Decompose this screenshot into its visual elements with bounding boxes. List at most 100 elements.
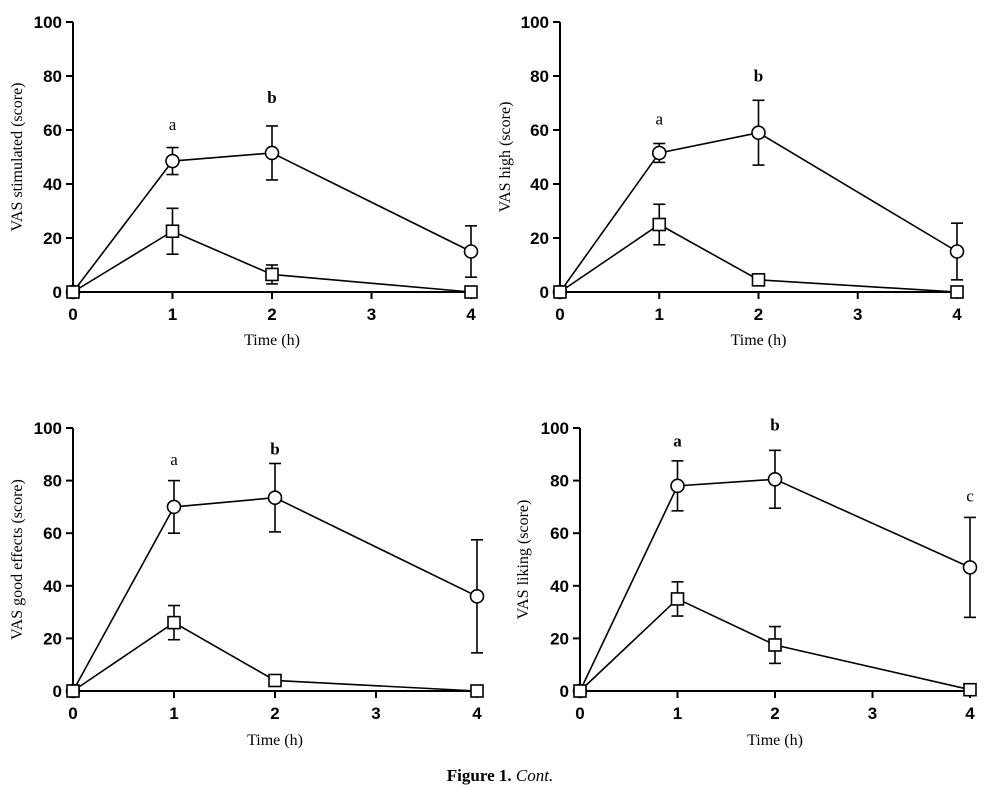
x-tick-label: 2	[770, 704, 779, 723]
y-tick-label: 60	[550, 524, 569, 543]
y-tick-label: 100	[521, 13, 549, 32]
y-axis-label: VAS stimulated (score)	[9, 82, 26, 231]
chart-panel-4: 0 20 40 60 80 100 0 1 2 3 4 Time (h) VAS liking (sco…	[515, 416, 978, 749]
y-tick-label: 20	[43, 629, 62, 648]
y-tick-label: 0	[540, 283, 549, 302]
significance-label: b	[770, 416, 779, 435]
data-point-square	[470, 684, 484, 698]
x-tick-label: 0	[575, 704, 584, 723]
caption-text: Cont.	[515, 766, 554, 785]
y-tick-label: 100	[34, 13, 62, 32]
data-point-circle	[962, 560, 978, 575]
x-tick-label: 0	[68, 305, 77, 324]
x-axis-label: Time (h)	[247, 732, 303, 749]
data-point-circle	[463, 244, 479, 259]
x-tick-label: 4	[466, 305, 476, 324]
data-point-circle	[165, 153, 180, 169]
y-tick-label: 80	[43, 67, 62, 86]
data-point-square	[265, 267, 279, 282]
series-line-square	[559, 223, 958, 293]
data-point-square	[950, 285, 964, 299]
significance-label: a	[169, 115, 177, 134]
y-tick-label: 20	[550, 629, 569, 648]
data-point-square	[670, 592, 685, 606]
y-tick-label: 80	[530, 67, 549, 86]
x-tick-label: 2	[270, 704, 279, 723]
y-tick-label: 60	[43, 524, 62, 543]
x-axis-label: Time (h)	[731, 332, 787, 349]
significance-label: b	[267, 88, 276, 107]
data-point-square	[165, 224, 180, 239]
significance-label: a	[170, 450, 178, 469]
x-axis-label: Time (h)	[244, 332, 300, 349]
data-point-circle	[264, 145, 280, 161]
x-tick-label: 3	[367, 305, 376, 324]
x-tick-label: 0	[555, 305, 564, 324]
data-point-circle	[267, 490, 283, 505]
data-point-square	[66, 684, 80, 698]
y-tick-label: 0	[53, 682, 62, 701]
chart-panel-1: 0 20 40 60 80 100 0 1 2 3 4 Time (h) VAS stimulated …	[9, 13, 479, 349]
y-tick-label: 100	[34, 419, 62, 438]
x-tick-label: 1	[673, 704, 682, 723]
y-tick-label: 40	[550, 577, 569, 596]
y-tick-label: 20	[530, 229, 549, 248]
chart-panel-2: 0 20 40 60 80 100 0 1 2 3 4 Time (h) VAS high (score…	[497, 13, 965, 349]
data-point-square	[268, 673, 282, 688]
significance-label: a	[673, 431, 682, 450]
y-tick-label: 80	[550, 472, 569, 491]
y-axis-label: VAS high (score)	[497, 102, 514, 213]
x-tick-label: 1	[655, 305, 664, 324]
y-tick-label: 80	[43, 472, 62, 491]
data-point-square	[751, 273, 766, 287]
y-tick-label: 40	[43, 577, 62, 596]
figure-caption: Figure 1. Cont.	[0, 766, 1000, 786]
significance-label: b	[270, 439, 279, 458]
x-tick-label: 4	[952, 305, 962, 324]
data-point-square	[573, 684, 587, 698]
x-tick-label: 0	[68, 704, 77, 723]
data-point-square	[464, 285, 478, 299]
data-point-circle	[751, 125, 766, 140]
x-tick-label: 2	[267, 305, 276, 324]
chart-panel-3: 0 20 40 60 80 100 0 1 2 3 4 Time (h) VAS good effect…	[9, 419, 485, 749]
data-point-square	[66, 285, 80, 299]
significance-label: b	[754, 66, 763, 85]
caption-label: Figure 1.	[446, 766, 512, 785]
y-axis-label: VAS good effects (score)	[9, 479, 26, 640]
y-axis-label: VAS liking (score)	[515, 500, 532, 620]
y-tick-label: 40	[530, 175, 549, 194]
x-tick-label: 1	[168, 305, 177, 324]
y-tick-label: 60	[530, 121, 549, 140]
data-point-square	[652, 217, 667, 232]
significance-label: c	[966, 487, 974, 506]
series-line-square	[579, 597, 971, 692]
series-line-circle	[579, 478, 971, 692]
data-point-circle	[651, 145, 667, 161]
data-point-circle	[166, 499, 182, 515]
x-tick-label: 4	[472, 704, 482, 723]
y-tick-label: 0	[560, 682, 569, 701]
series-line-square	[72, 230, 472, 293]
series-line-square	[72, 621, 478, 692]
data-point-circle	[767, 471, 783, 487]
data-point-circle	[949, 244, 965, 259]
y-tick-label: 60	[43, 121, 62, 140]
series-line-circle	[72, 496, 478, 692]
y-tick-label: 100	[541, 419, 569, 438]
data-point-circle	[670, 478, 685, 494]
y-tick-label: 40	[43, 175, 62, 194]
data-point-square	[768, 638, 782, 652]
x-axis-label: Time (h)	[747, 732, 803, 749]
x-tick-label: 2	[754, 305, 763, 324]
x-tick-label: 3	[868, 704, 877, 723]
significance-label: a	[655, 110, 663, 129]
data-point-circle	[469, 589, 485, 604]
data-point-square	[167, 615, 181, 630]
y-tick-label: 0	[53, 283, 62, 302]
series-line-circle	[559, 131, 958, 293]
y-tick-label: 20	[43, 229, 62, 248]
data-point-square	[963, 682, 977, 697]
x-tick-label: 3	[371, 704, 380, 723]
